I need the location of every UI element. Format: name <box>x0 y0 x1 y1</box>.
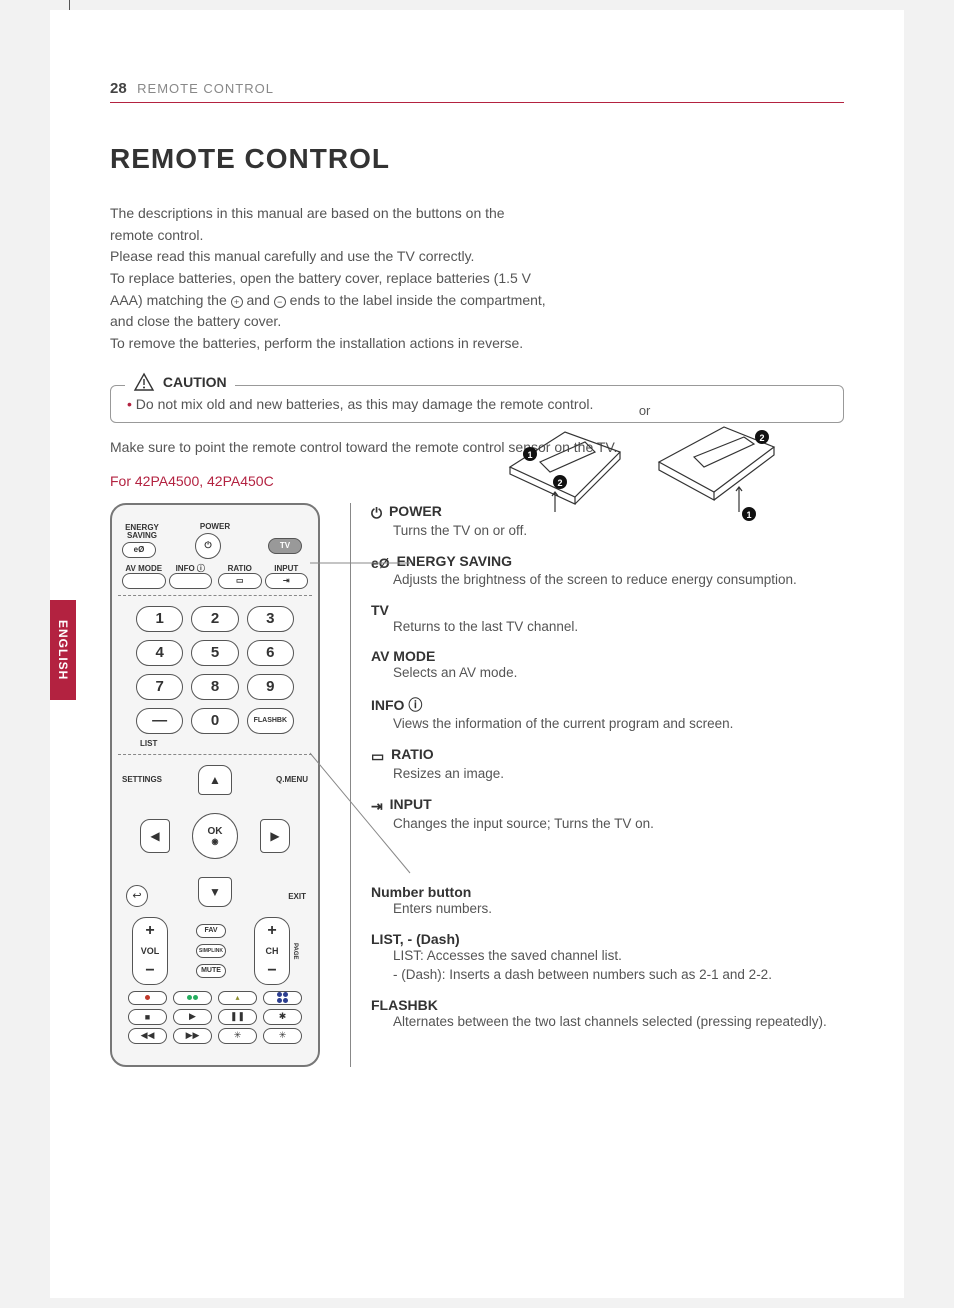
energy-saving-label: ENERGY SAVING <box>122 524 162 540</box>
power-button: ⏻ <box>195 533 221 559</box>
channel-rocker: +CH− <box>254 917 290 985</box>
color-buttons-row: ▴ <box>122 991 308 1005</box>
green-dots-icon <box>187 995 198 1000</box>
desc-body: LIST: Accesses the saved channel list.- … <box>393 947 844 985</box>
desc-title: eØ ENERGY SAVING <box>371 553 844 571</box>
page-header: 28 REMOTE CONTROL <box>110 80 844 103</box>
arrow-right: ▶ <box>260 819 290 853</box>
exit-label: EXIT <box>288 892 306 901</box>
num-4: 4 <box>136 640 183 666</box>
energy-saving-button: eØ <box>122 542 156 558</box>
asterisk2-icon: ✳ <box>263 1028 302 1044</box>
description-block-1: ⏻ POWERTurns the TV on or off.eØ ENERGY … <box>371 503 844 834</box>
transport-row-1: ■ ▶ ❚❚ ✱ <box>122 1009 308 1025</box>
number-pad: 1 2 3 4 5 6 7 8 9 — 0 FLASHBK <box>122 602 308 738</box>
num-5: 5 <box>191 640 238 666</box>
language-tab: ENGLISH <box>50 600 76 700</box>
yellow-dots-icon: ▴ <box>235 993 239 1002</box>
power-label: POWER <box>195 523 235 531</box>
caution-label: CAUTION <box>125 372 235 392</box>
desc-title: AV MODE <box>371 648 844 664</box>
desc-body: Resizes an image. <box>393 765 844 784</box>
caution-box: CAUTION Do not mix old and new batteries… <box>110 385 844 423</box>
list-label: LIST <box>140 740 308 748</box>
num-8: 8 <box>191 674 238 700</box>
svg-text:1: 1 <box>746 510 751 520</box>
page-number: 28 <box>110 80 127 97</box>
red-dot-icon <box>145 995 150 1000</box>
rewind-icon: ◀◀ <box>128 1028 167 1044</box>
button-descriptions: ⏻ POWERTurns the TV on or off.eØ ENERGY … <box>350 503 844 1067</box>
desc-title: INFO ⓘ <box>371 695 844 715</box>
ratio-label: RATIO <box>218 565 262 573</box>
ok-button: OK◉ <box>192 813 238 859</box>
desc-title: FLASHBK <box>371 997 844 1013</box>
manual-page: 28 REMOTE CONTROL REMOTE CONTROL The des… <box>50 10 904 1298</box>
pause-icon: ❚❚ <box>218 1009 257 1025</box>
star-icon: ✱ <box>263 1009 302 1025</box>
settings-label: SETTINGS <box>122 775 162 784</box>
num-3: 3 <box>247 606 294 632</box>
arrow-down: ▼ <box>198 877 232 907</box>
stop-icon: ■ <box>128 1009 167 1025</box>
desc-title: TV <box>371 602 844 618</box>
page-label: PAGE <box>292 943 298 960</box>
play-icon: ▶ <box>173 1009 212 1025</box>
blue-dots-icon <box>277 992 288 1003</box>
svg-text:1: 1 <box>528 450 533 460</box>
page-title: REMOTE CONTROL <box>110 143 844 175</box>
desc-body: Adjusts the brightness of the screen to … <box>393 571 844 590</box>
asterisk-icon: ✳ <box>218 1028 257 1044</box>
av-mode-button <box>122 573 166 589</box>
simplink-button: SIMPLINK <box>196 944 226 958</box>
qmenu-label: Q.MENU <box>276 775 308 784</box>
fforward-icon: ▶▶ <box>173 1028 212 1044</box>
desc-body: Alternates between the two last channels… <box>393 1013 844 1032</box>
av-mode-label: AV MODE <box>122 565 166 573</box>
callout-lines <box>320 503 420 1203</box>
fav-button: FAV <box>196 924 226 938</box>
arrow-left: ◀ <box>140 819 170 853</box>
flashbk-button: FLASHBK <box>247 708 294 734</box>
header-section: REMOTE CONTROL <box>137 81 274 96</box>
num-9: 9 <box>247 674 294 700</box>
num-6: 6 <box>247 640 294 666</box>
info-label: INFO ⓘ <box>169 565 213 573</box>
desc-title: Number button <box>371 884 844 900</box>
dash-button: — <box>136 708 183 734</box>
desc-title: ▭ RATIO <box>371 746 844 765</box>
tv-button: TV <box>268 538 302 554</box>
desc-body: Enters numbers. <box>393 900 844 919</box>
num-7: 7 <box>136 674 183 700</box>
transport-row-2: ◀◀ ▶▶ ✳ ✳ <box>122 1028 308 1044</box>
num-2: 2 <box>191 606 238 632</box>
num-1: 1 <box>136 606 183 632</box>
remote-control-diagram: ENERGY SAVING eØ POWER ⏻ TV AV MODE I <box>110 503 320 1067</box>
svg-text:2: 2 <box>558 478 563 488</box>
navigation-cluster: SETTINGS Q.MENU EXIT ▲ ▼ ◀ ▶ OK◉ ↩ <box>122 761 308 911</box>
desc-body: Returns to the last TV channel. <box>393 618 844 637</box>
mute-button: MUTE <box>196 964 226 978</box>
svg-text:2: 2 <box>759 433 764 443</box>
ratio-button: ▭ <box>218 573 262 589</box>
caution-item: Do not mix old and new batteries, as thi… <box>127 396 827 412</box>
desc-title: LIST, - (Dash) <box>371 931 844 947</box>
desc-body: Views the information of the current pro… <box>393 715 844 734</box>
intro-text: The descriptions in this manual are base… <box>110 203 550 355</box>
description-block-2: Number buttonEnters numbers. LIST, - (Das… <box>371 884 844 1032</box>
volume-rocker: +VOL− <box>132 917 168 985</box>
desc-body: Changes the input source; Turns the TV o… <box>393 815 844 834</box>
input-button: ⇥ <box>265 573 309 589</box>
desc-body: Selects an AV mode. <box>393 664 844 683</box>
arrow-up: ▲ <box>198 765 232 795</box>
desc-title: ⇥ INPUT <box>371 796 844 815</box>
num-0: 0 <box>191 708 238 734</box>
input-label: INPUT <box>265 565 309 573</box>
back-button: ↩ <box>126 885 148 907</box>
info-button <box>169 573 213 589</box>
